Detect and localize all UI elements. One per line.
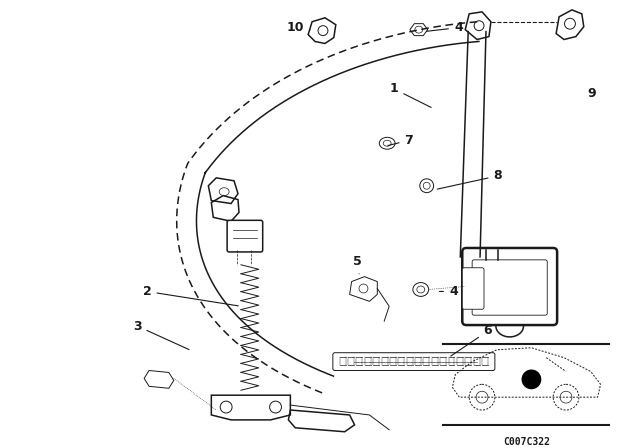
Text: 10: 10 [287, 21, 310, 34]
Ellipse shape [318, 26, 328, 35]
FancyBboxPatch shape [472, 260, 547, 315]
Ellipse shape [476, 391, 488, 403]
Text: 9: 9 [588, 87, 596, 100]
Ellipse shape [380, 138, 395, 149]
FancyBboxPatch shape [333, 353, 495, 370]
Text: 1: 1 [390, 82, 431, 108]
Ellipse shape [522, 370, 541, 389]
Ellipse shape [420, 179, 434, 193]
Ellipse shape [383, 140, 391, 146]
Ellipse shape [417, 286, 425, 293]
Ellipse shape [220, 401, 232, 413]
Text: 8: 8 [437, 169, 502, 189]
Text: 7: 7 [388, 134, 413, 147]
Ellipse shape [474, 21, 484, 30]
Ellipse shape [564, 18, 575, 29]
Text: 2: 2 [143, 285, 238, 306]
Ellipse shape [359, 284, 368, 293]
Text: 6: 6 [451, 324, 492, 356]
Ellipse shape [413, 283, 429, 297]
Text: 5: 5 [353, 255, 362, 274]
Ellipse shape [469, 384, 495, 410]
Ellipse shape [415, 26, 423, 33]
Ellipse shape [220, 188, 229, 196]
FancyBboxPatch shape [227, 220, 262, 252]
FancyBboxPatch shape [462, 268, 484, 309]
Ellipse shape [269, 401, 282, 413]
FancyBboxPatch shape [462, 248, 557, 325]
Ellipse shape [423, 182, 430, 189]
Text: 4: 4 [439, 285, 458, 298]
Text: 4: 4 [426, 21, 463, 34]
Ellipse shape [560, 391, 572, 403]
Text: 3: 3 [133, 319, 189, 349]
Text: C007C322: C007C322 [503, 437, 550, 447]
Ellipse shape [553, 384, 579, 410]
